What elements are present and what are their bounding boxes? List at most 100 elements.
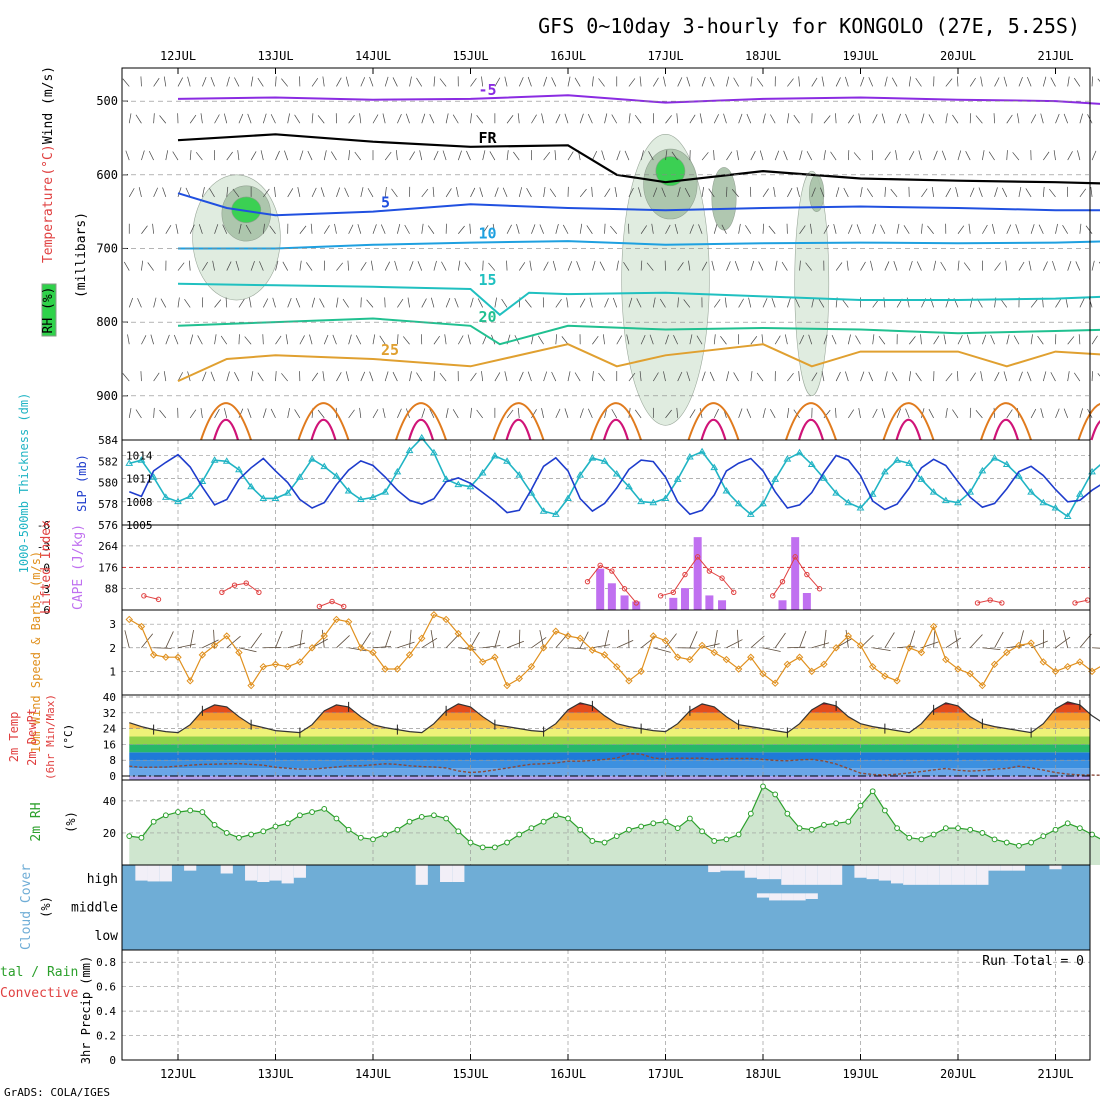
wind-barb [427, 225, 435, 234]
wind-barb [921, 188, 928, 198]
thickness-point [612, 470, 621, 477]
thickness-point [929, 488, 938, 495]
wind-barb [665, 115, 672, 124]
surface-wind-barb [823, 629, 827, 648]
rh-point [1052, 826, 1059, 833]
temperature-label: Temperature [41, 177, 56, 263]
rh-point [808, 826, 815, 833]
wind-barb [262, 408, 267, 419]
wind-barb [674, 223, 679, 234]
wind-tick-label: 1 [109, 665, 116, 678]
rh-point [455, 828, 462, 835]
wind-barb [994, 77, 1000, 87]
cloud-high-bar [159, 865, 172, 882]
surface-wind-barb [994, 631, 1004, 648]
wind-barb [896, 408, 901, 419]
wind-barb [1067, 261, 1072, 271]
thickness-point [478, 468, 487, 476]
surface-wind-barb [579, 631, 589, 648]
wind-barb [1067, 336, 1075, 345]
lifted-index-line [587, 564, 637, 604]
surface-wind-barb [372, 646, 391, 649]
wind-barb [1030, 408, 1037, 419]
wind-barb [713, 224, 718, 234]
wind-barb [884, 186, 886, 197]
wind-barb [835, 262, 843, 271]
surface-wind-barb [482, 645, 501, 649]
wind-barb [1006, 409, 1013, 419]
isotherm-line [177, 282, 1100, 317]
wind-barb [214, 224, 219, 234]
lifted-index-point [779, 578, 786, 585]
thickness-point [271, 494, 280, 501]
wind-barb [384, 76, 389, 87]
wind-barb [636, 298, 642, 308]
temp-tick-label: 32 [103, 707, 116, 720]
cloud-high-bar [756, 865, 770, 880]
wind-speed-point [478, 658, 487, 666]
surface-wind-barb [202, 639, 219, 649]
wind-barb [551, 371, 557, 382]
wind-speed-point [747, 653, 755, 661]
thickness-point [685, 453, 694, 460]
rh-point [1016, 842, 1022, 849]
wind-barb [676, 113, 679, 124]
wind-barb [933, 335, 940, 345]
rh-point [699, 828, 705, 835]
wind-barb [322, 371, 325, 382]
wind-barb [1097, 78, 1100, 82]
wind-barb [122, 78, 130, 87]
surface-wind-barb [518, 629, 521, 648]
wind-barb [835, 371, 841, 382]
wind-barb [470, 297, 474, 308]
wind-barb [598, 78, 605, 87]
wind-barb [214, 299, 222, 308]
wind-barb [905, 113, 910, 124]
thickness-point [283, 489, 292, 496]
rh-point [894, 825, 900, 832]
wind-barb [125, 150, 130, 161]
wind-barb [1015, 224, 1020, 234]
wind-barb [1050, 77, 1056, 87]
rh-point [772, 791, 779, 798]
rh-point [357, 834, 364, 841]
rh-point [175, 809, 181, 815]
thickness-point [625, 482, 633, 490]
rh-point [857, 802, 864, 809]
lifted-index-point [609, 568, 615, 574]
warm-contour [297, 402, 350, 441]
precip-total-rain-label: tal / Rain [0, 965, 78, 980]
wind-barb [616, 260, 619, 271]
wind-barb [878, 335, 886, 345]
wind-barb [457, 260, 461, 271]
wind-barb [140, 76, 142, 87]
isotherm-line [177, 192, 1100, 217]
wind-barb [323, 150, 327, 161]
wind-barb [918, 150, 922, 161]
rh-point [126, 833, 133, 840]
rh-point [638, 823, 645, 830]
rh-point [309, 809, 315, 815]
wind-barb [891, 372, 898, 382]
thickness-point [734, 499, 743, 507]
wind-barb [881, 113, 886, 124]
thickness-point [1002, 460, 1011, 467]
rh-point [248, 831, 255, 838]
wind-barb [823, 334, 828, 345]
wind-barb [928, 408, 934, 419]
x-tick-label-bottom: 17JUL [647, 1067, 683, 1081]
wind-barb [574, 77, 581, 87]
rh-point [930, 831, 937, 838]
wind-barb [336, 297, 339, 308]
wind-barb [908, 76, 911, 87]
wind-barb [394, 260, 398, 271]
wind-barb [920, 334, 922, 345]
wind-barb [592, 335, 599, 345]
wind-barb [294, 409, 301, 419]
rh-point [479, 844, 486, 851]
wind-barb [891, 77, 898, 87]
wind-barb [122, 373, 130, 382]
cloud-high-bar [964, 865, 977, 885]
wind-barb [476, 409, 483, 419]
wind-barb [153, 113, 155, 124]
